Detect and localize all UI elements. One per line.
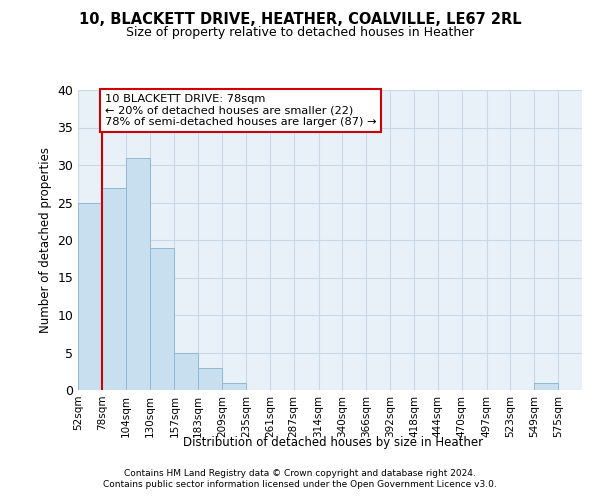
Bar — [175, 352, 198, 390]
Text: 10, BLACKETT DRIVE, HEATHER, COALVILLE, LE67 2RL: 10, BLACKETT DRIVE, HEATHER, COALVILLE, … — [79, 12, 521, 28]
Text: Contains HM Land Registry data © Crown copyright and database right 2024.: Contains HM Land Registry data © Crown c… — [124, 468, 476, 477]
Text: 10 BLACKETT DRIVE: 78sqm
← 20% of detached houses are smaller (22)
78% of semi-d: 10 BLACKETT DRIVE: 78sqm ← 20% of detach… — [104, 94, 376, 127]
Bar — [198, 368, 222, 390]
Bar — [126, 158, 149, 390]
Bar — [149, 248, 175, 390]
Bar — [102, 188, 126, 390]
Y-axis label: Number of detached properties: Number of detached properties — [39, 147, 52, 333]
Bar — [78, 202, 102, 390]
Text: Size of property relative to detached houses in Heather: Size of property relative to detached ho… — [126, 26, 474, 39]
Text: Contains public sector information licensed under the Open Government Licence v3: Contains public sector information licen… — [103, 480, 497, 489]
Bar — [222, 382, 246, 390]
Text: Distribution of detached houses by size in Heather: Distribution of detached houses by size … — [183, 436, 483, 449]
Bar — [534, 382, 558, 390]
